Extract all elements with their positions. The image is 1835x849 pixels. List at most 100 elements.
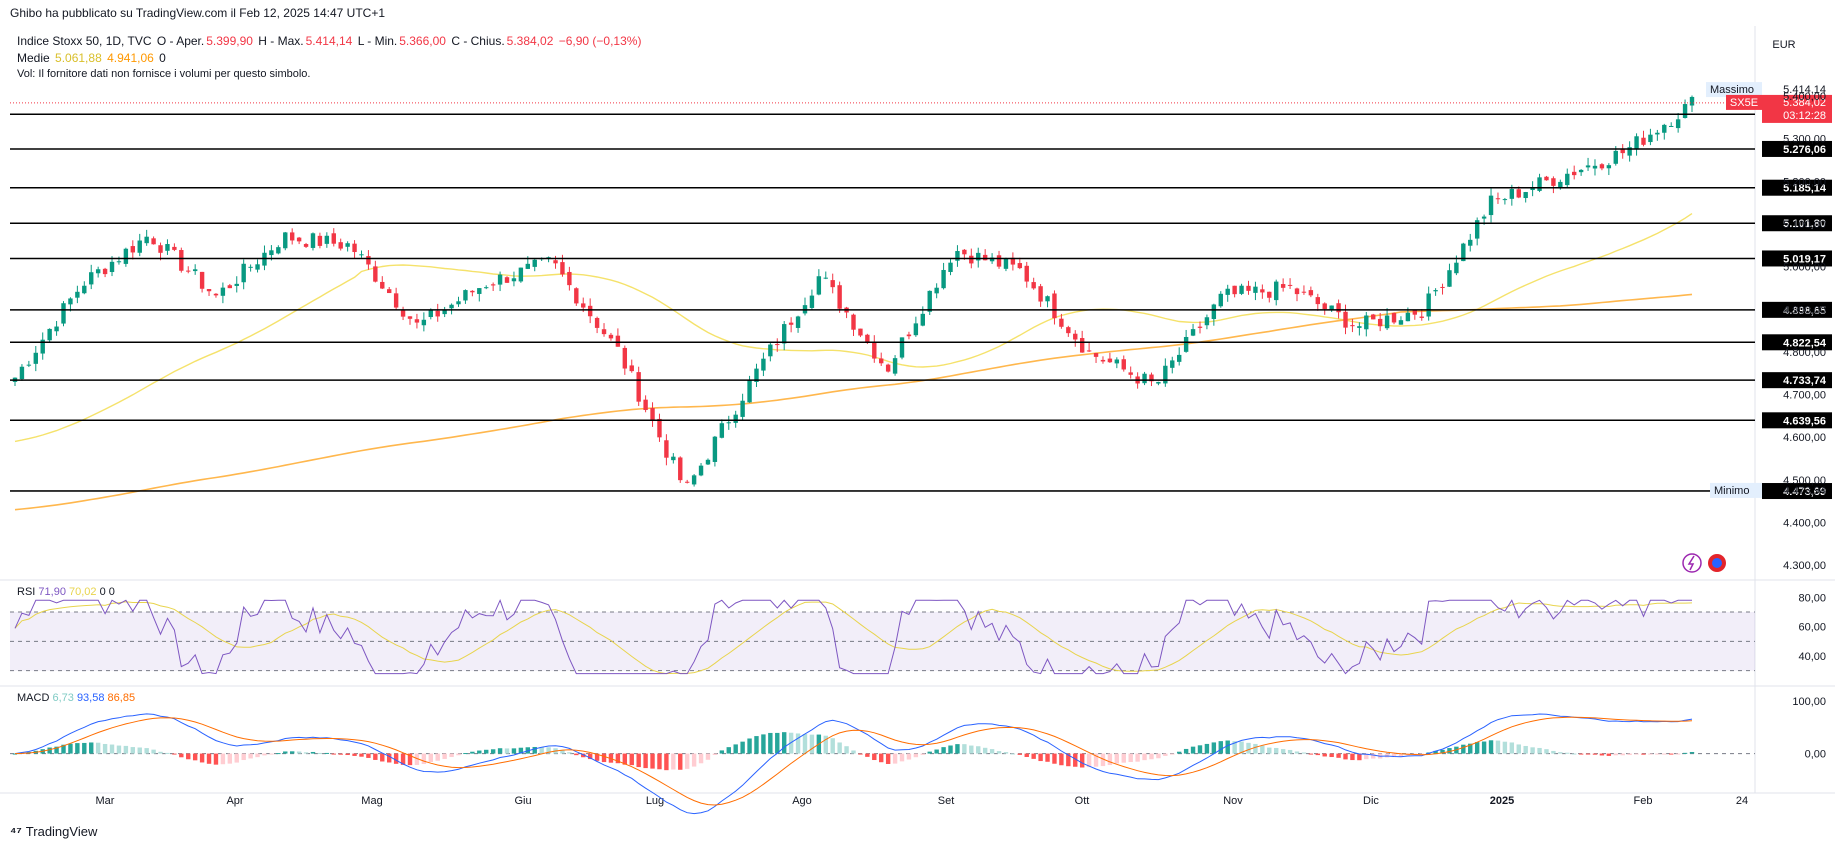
macd-histogram-bar <box>276 753 281 755</box>
time-tick-label: Mag <box>361 795 382 807</box>
macd-histogram-bar <box>1267 747 1272 754</box>
currency-label[interactable]: EUR <box>1772 39 1796 51</box>
candle-body <box>1260 289 1265 293</box>
macd-histogram-bar <box>733 744 738 754</box>
macd-histogram-bar <box>428 753 433 763</box>
candle-body <box>1343 311 1348 328</box>
candle-body <box>1301 291 1307 293</box>
rsi-legend[interactable]: RSI 71,90 70,02 0 0 <box>17 586 115 598</box>
candle-body <box>504 277 510 283</box>
candle-body <box>151 238 156 245</box>
level-label-bg <box>1762 412 1832 429</box>
macd-histogram-bar <box>1641 753 1646 755</box>
candle-body <box>1024 265 1029 282</box>
ma-legend[interactable]: Medie 5.061,88 4.941,06 0 <box>17 51 166 65</box>
macd-histogram-bar <box>1135 753 1140 762</box>
macd-histogram-bar <box>387 753 392 763</box>
macd-histogram-bar <box>1183 748 1189 754</box>
lightning-icon <box>1682 553 1702 573</box>
candle-body <box>331 233 336 244</box>
macd-histogram-bar <box>1565 752 1570 754</box>
candle-body <box>1176 354 1182 362</box>
moving-averages <box>14 213 1693 511</box>
macd-histogram-bar <box>1024 753 1029 757</box>
macd-histogram-bar <box>664 753 669 771</box>
candle-body <box>684 481 690 483</box>
candle-body <box>525 263 531 269</box>
macd-histogram-bar <box>872 753 877 761</box>
candle-body <box>1232 285 1237 295</box>
macd-histogram-bar <box>1544 749 1549 754</box>
candle-body <box>1682 104 1688 118</box>
candle-body <box>317 235 323 246</box>
candle-body <box>615 335 621 347</box>
macd-histogram-bar <box>594 753 600 761</box>
price-axis[interactable]: 5.400,00 5.300,00 5.200,00 5.100,00 5.000,00… <box>1783 91 1826 572</box>
level-label-bg <box>1762 250 1832 267</box>
candle-body <box>421 319 427 326</box>
candle-body <box>1474 220 1480 239</box>
candle-body <box>283 232 288 249</box>
macd-histogram-bar <box>345 753 350 756</box>
candle-body <box>1384 315 1390 329</box>
candle-body <box>414 319 420 323</box>
candle-body <box>934 287 939 294</box>
macd-histogram-bar <box>82 742 87 754</box>
candle-body <box>768 344 773 357</box>
horizontal-levels[interactable]: 5.357,515.276,065.185,145.101,805.019,17… <box>10 82 1832 500</box>
candle-body <box>1571 171 1577 176</box>
candle-body <box>172 246 177 250</box>
macd-histogram-bar <box>1675 753 1681 755</box>
level-label-bg <box>1762 215 1832 232</box>
price-tick-label: 4.900,00 <box>1783 304 1826 316</box>
candle-body <box>795 316 801 328</box>
candle-body <box>601 329 607 335</box>
candle-body <box>1669 125 1674 127</box>
macd-histogram-bar <box>1495 740 1501 754</box>
macd-histogram-bar <box>809 734 815 754</box>
lightning-bolt-icon <box>1687 555 1695 571</box>
candle-body <box>1052 293 1057 319</box>
macd-histogram-bar <box>1197 745 1203 754</box>
candle-body <box>1551 178 1556 186</box>
candle-body <box>913 323 919 336</box>
time-tick-label: Ago <box>792 795 812 807</box>
chart-icons[interactable] <box>1682 553 1726 573</box>
macd-histogram-bar <box>511 748 517 754</box>
macd-histogram-bar <box>546 747 551 754</box>
macd-histogram-bar <box>1308 753 1314 755</box>
candle-body <box>1045 296 1050 302</box>
macd-histogram-bar <box>1634 753 1639 755</box>
candle-body <box>996 255 1002 267</box>
macd-histogram-bar <box>1655 753 1660 755</box>
minimo-label: Minimo <box>1714 485 1749 497</box>
macd-histogram-bar <box>1059 753 1064 766</box>
massimo-value: 5.414,14 <box>1783 84 1826 96</box>
price-tick-label: 4.600,00 <box>1783 432 1826 444</box>
macd-legend[interactable]: MACD 6,73 93,58 86,85 <box>17 692 136 704</box>
candle-body <box>289 232 295 241</box>
macd-histogram-bar <box>179 753 184 758</box>
macd-histogram-bar <box>1274 747 1279 754</box>
macd-histogram-bar <box>1031 753 1036 759</box>
candle-body <box>428 310 433 318</box>
macd-histogram-bar <box>75 743 80 754</box>
time-axis[interactable]: Mar Apr Mag Giu Lug Ago Set Ott Nov Dic 2025 Feb 24 <box>96 795 1749 807</box>
candle-body <box>698 465 704 476</box>
candle-body <box>89 272 94 285</box>
macd-histogram-bar <box>1551 750 1556 754</box>
price-tick-label: 5.000,00 <box>1783 262 1826 274</box>
tradingview-logo[interactable]: ⁴⁷ TradingView <box>10 824 98 839</box>
macd-histogram-bar <box>89 742 94 754</box>
candle-body <box>1502 199 1508 201</box>
candle-body <box>754 368 759 382</box>
level-label-bg <box>1762 179 1832 196</box>
macd-histogram-bar <box>1682 752 1688 754</box>
macd-histogram-bar <box>1371 753 1376 759</box>
price-tick-label: 5.100,00 <box>1783 219 1826 231</box>
candle-body <box>1488 195 1494 216</box>
candle-body <box>982 254 988 261</box>
candle-body <box>1689 96 1695 106</box>
candle-body <box>1079 338 1085 353</box>
